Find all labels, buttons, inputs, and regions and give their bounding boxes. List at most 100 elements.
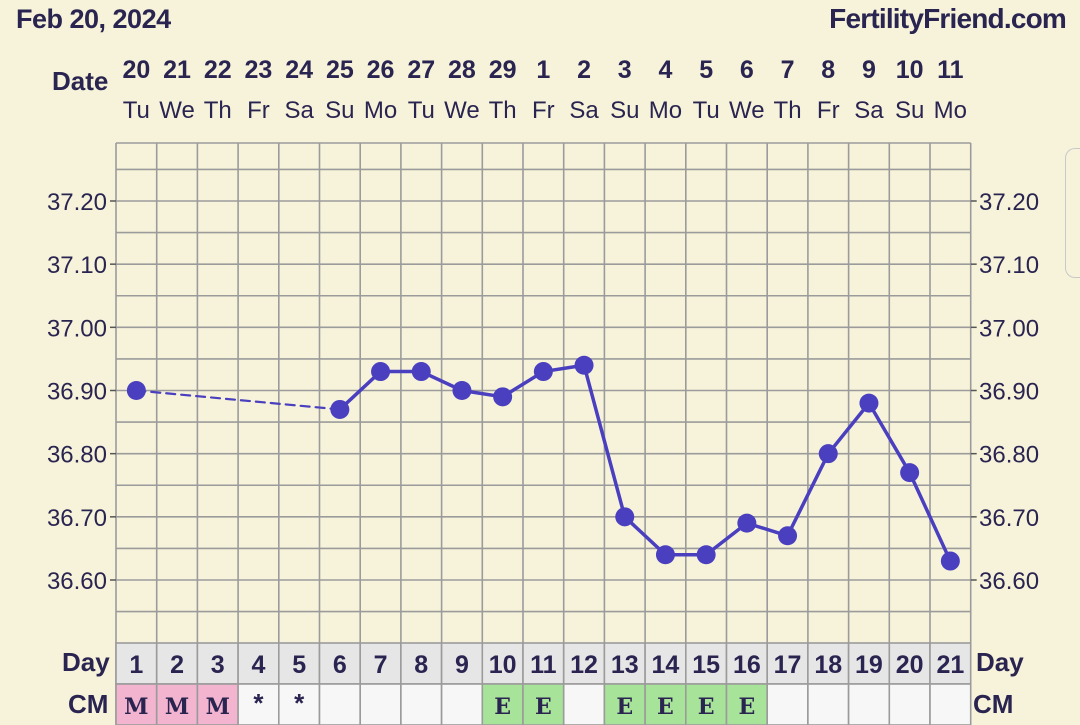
cm-code-label: E xyxy=(738,694,755,720)
temperature-line-segment xyxy=(826,401,871,456)
cm-cell xyxy=(929,683,972,725)
temperature-point xyxy=(818,444,838,464)
weekday-label: Su xyxy=(895,97,924,124)
y-tick-label-left: 36.70 xyxy=(47,505,107,532)
cm-cell xyxy=(400,683,443,725)
brand-logo-text[interactable]: FertilityFriend.com xyxy=(829,3,1067,34)
y-tick-label-right: 37.00 xyxy=(979,315,1039,342)
cm-cell xyxy=(644,683,687,725)
chart-date: Feb 20, 2024 xyxy=(16,4,171,34)
cm-code-label: E xyxy=(494,694,511,720)
cm-cell xyxy=(237,683,280,725)
temperature-gap-dashed-segment xyxy=(135,389,341,411)
temperature-point xyxy=(493,387,513,407)
weekday-label: Fr xyxy=(532,97,555,124)
cm-code-label: E xyxy=(535,694,552,720)
axis-labels: 37.20 37.20 37.10 37.10 37.00 37.00 36.90 36.90… xyxy=(47,56,1039,595)
cm-cell xyxy=(481,683,524,725)
date-label: 10 xyxy=(896,56,924,84)
cm-code-label: M xyxy=(206,694,230,720)
temperature-point xyxy=(533,362,553,382)
date-label: 22 xyxy=(204,56,232,84)
date-label: 26 xyxy=(367,56,395,84)
day-cell xyxy=(318,642,362,685)
cm-row-label-left: CM xyxy=(68,689,108,719)
weekday-label: Mo xyxy=(649,97,682,124)
day-cell xyxy=(725,642,769,685)
y-tick-label-right: 36.70 xyxy=(979,505,1039,532)
y-tick-label-right: 36.60 xyxy=(979,568,1039,595)
cm-cell xyxy=(603,683,646,725)
cm-cell xyxy=(847,683,891,725)
cycle-day-label: 9 xyxy=(455,651,469,679)
date-label: 6 xyxy=(740,56,754,84)
temperature-line-segment xyxy=(867,401,912,475)
weekday-label: Tu xyxy=(693,97,720,124)
cycle-day-label: 5 xyxy=(292,651,306,679)
cycle-day-label: 13 xyxy=(611,651,639,679)
temperature-point xyxy=(574,355,594,375)
cycle-day-label: 8 xyxy=(414,651,428,679)
date-label: 3 xyxy=(618,56,632,84)
y-tick-label-left: 36.60 xyxy=(47,568,107,595)
weekday-label: We xyxy=(729,97,765,124)
cycle-day-label: 17 xyxy=(774,651,802,679)
temperature-point xyxy=(411,362,431,382)
cycle-day-label: 14 xyxy=(652,651,680,679)
date-label: 2 xyxy=(577,56,591,84)
cm-code-label: E xyxy=(698,694,715,720)
cm-cell xyxy=(522,683,565,725)
temperature-line-segment xyxy=(907,470,953,563)
date-label: 1 xyxy=(536,56,550,84)
cycle-day-label: 4 xyxy=(251,651,265,679)
cycle-day-label: 3 xyxy=(211,651,225,679)
day-cell xyxy=(766,642,809,685)
cm-cell xyxy=(115,683,158,725)
cycle-day-label: 16 xyxy=(733,651,761,679)
date-label: 9 xyxy=(862,56,876,84)
y-tick-label-right: 36.80 xyxy=(979,442,1039,469)
cm-code-label: M xyxy=(165,694,189,720)
date-label: 8 xyxy=(821,56,835,84)
weekday-label: Sa xyxy=(569,97,599,124)
grid xyxy=(110,142,977,725)
date-label: 20 xyxy=(122,56,150,84)
cm-cell xyxy=(562,683,606,725)
day-cell xyxy=(847,642,891,685)
cycle-day-label: 6 xyxy=(333,651,347,679)
day-cell xyxy=(807,642,850,685)
temperature-point xyxy=(330,399,350,419)
temperature-line-segment xyxy=(582,363,627,519)
cm-cell xyxy=(725,683,769,725)
date-label: 5 xyxy=(699,56,713,84)
weekday-label: Sa xyxy=(854,97,884,124)
weekday-label: Mo xyxy=(934,97,967,124)
date-label: 11 xyxy=(937,56,964,84)
day-cell xyxy=(644,642,687,685)
day-cell xyxy=(522,642,565,685)
date-label: 23 xyxy=(245,56,273,84)
cycle-day-label: 1 xyxy=(129,651,143,679)
cycle-day-label: 2 xyxy=(170,651,184,679)
day-cell xyxy=(155,642,199,685)
cm-code-label: M xyxy=(124,694,148,720)
cm-cell xyxy=(807,683,850,725)
y-tick-label-left: 36.90 xyxy=(47,379,107,406)
cycle-day-label: 10 xyxy=(489,651,517,679)
weekday-label: Tu xyxy=(123,97,150,124)
weekday-label: We xyxy=(444,97,480,124)
y-tick-label-right: 37.20 xyxy=(979,189,1039,216)
cycle-day-label: 7 xyxy=(374,651,388,679)
cm-row-label-right: CM xyxy=(973,689,1013,719)
date-label: 29 xyxy=(489,56,517,84)
temperature-point xyxy=(615,507,635,527)
weekday-label: Th xyxy=(774,97,802,124)
date-label: 21 xyxy=(163,56,191,84)
side-scroll-handle[interactable] xyxy=(1065,148,1080,278)
weekday-label: Fr xyxy=(247,97,270,124)
cycle-day-label: 12 xyxy=(570,651,598,679)
weekday-label: Su xyxy=(610,97,639,124)
y-tick-label-right: 36.90 xyxy=(979,379,1039,406)
